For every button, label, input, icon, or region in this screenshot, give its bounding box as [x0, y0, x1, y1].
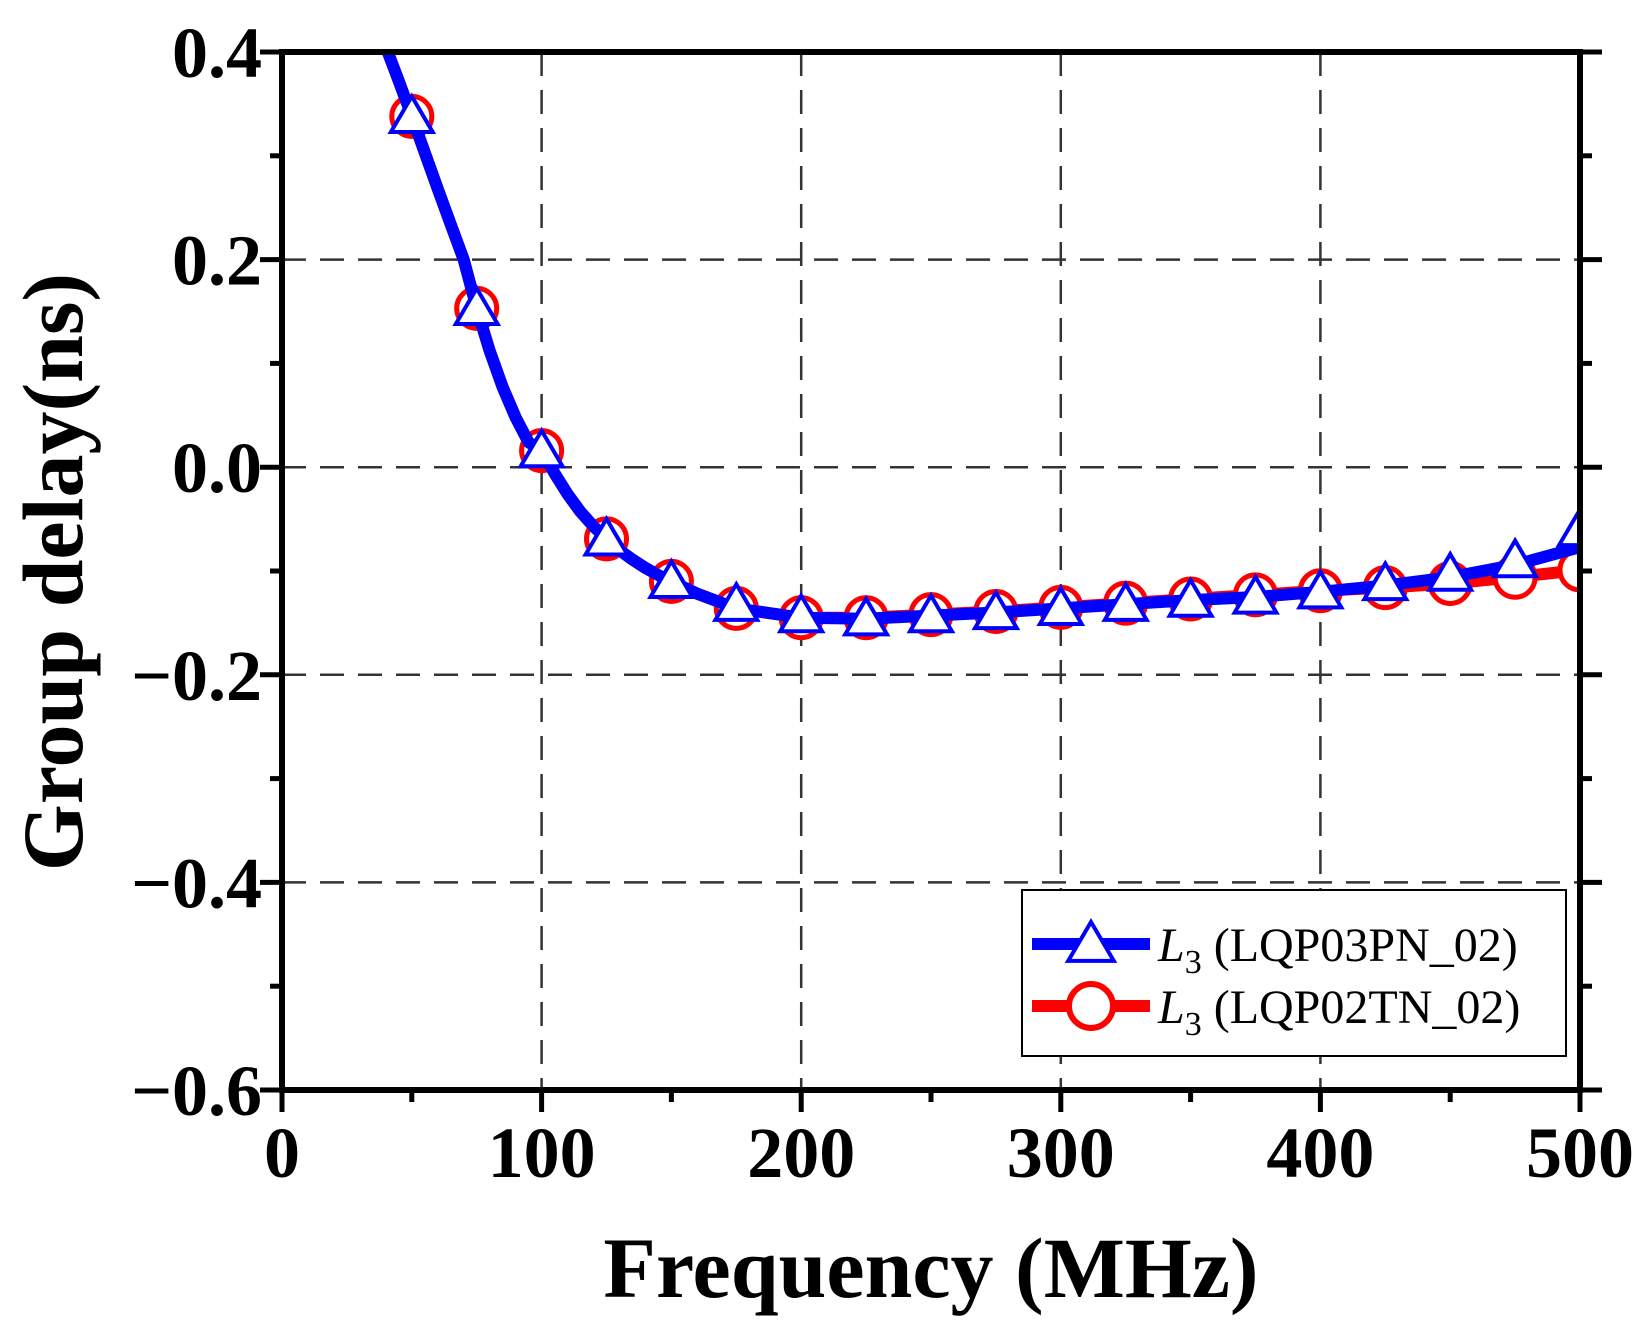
plot-frame: [279, 49, 1583, 1093]
x-tick-labels: 0 100 200 300 400 500: [264, 1113, 1634, 1193]
triangle-marker-point: [582, 514, 631, 557]
triangle-marker-point: [1425, 550, 1475, 592]
legend-box: [1021, 889, 1567, 1057]
triangle-marker-point: [971, 588, 1021, 631]
triangle-marker-point: [1166, 576, 1215, 618]
triangle-marker-point: [1490, 536, 1540, 579]
y-tick-label-0: −0.6: [131, 1051, 262, 1131]
triangle-marker-point: [711, 580, 761, 622]
triangle-marker-point: [517, 426, 566, 469]
y-tick-label-4: 0.2: [172, 221, 262, 301]
x-tick-label-200: 200: [747, 1113, 855, 1193]
grid-lines: [282, 52, 1580, 1090]
series-line: [381, 52, 1580, 624]
legend-entry-lqp02tn-02: L3 (LQP02TN_02): [1032, 981, 1520, 1043]
legend-triangle-marker: [1064, 918, 1118, 963]
triangle-marker-point: [387, 92, 437, 134]
triangle-marker-point: [906, 591, 956, 634]
legend: L3 (LQP03PN_02)L3 (LQP02TN_02): [1021, 889, 1567, 1057]
y-tick-label-2: −0.2: [131, 636, 262, 716]
series-line: [381, 52, 1580, 625]
triangle-marker-point: [1101, 580, 1151, 622]
legend-label: L3 (LQP02TN_02): [1157, 981, 1520, 1043]
y-tick-label-5: 0.4: [172, 13, 262, 93]
x-axis-title: Frequency (MHz): [603, 1220, 1258, 1316]
x-tick-label-100: 100: [488, 1113, 596, 1193]
legend-label: L3 (LQP03PN_02): [1157, 919, 1518, 981]
triangle-marker-point: [776, 591, 826, 634]
y-tick-labels: −0.6 −0.4 −0.2 0.0 0.2 0.4: [131, 13, 262, 1131]
x-tick-label-300: 300: [1007, 1113, 1115, 1193]
circle-marker-point: [1557, 547, 1580, 593]
x-tick-label-400: 400: [1266, 1113, 1374, 1193]
triangle-marker-point: [841, 594, 891, 637]
x-tick-label-500: 500: [1526, 1113, 1634, 1193]
y-tick-label-3: 0.0: [172, 428, 262, 508]
legend-circle-marker: [1066, 981, 1116, 1031]
triangle-marker-point: [1360, 559, 1410, 602]
y-axis-title: Group delay(ns): [5, 273, 101, 871]
triangle-marker-point: [1296, 567, 1345, 610]
series-layer: [381, 52, 1580, 641]
series-lqp02tn-02: [381, 52, 1580, 641]
series-lqp03pn-02: [381, 52, 1580, 637]
triangle-marker-point: [1231, 572, 1280, 615]
y-tick-label-1: −0.4: [131, 843, 262, 923]
triangle-marker-point: [1555, 505, 1580, 548]
triangle-marker-point: [452, 284, 502, 327]
x-tick-label-0: 0: [264, 1113, 300, 1193]
triangle-marker-point: [1036, 584, 1086, 627]
legend-entry-lqp03pn-02: L3 (LQP03PN_02): [1032, 918, 1518, 981]
triangle-marker-point: [647, 557, 696, 600]
